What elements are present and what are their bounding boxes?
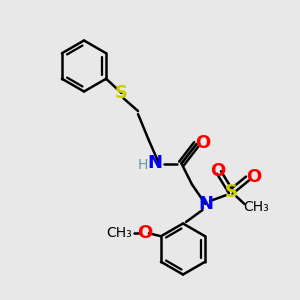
Text: N: N [198,195,213,213]
Text: S: S [115,84,128,102]
Text: O: O [195,134,210,152]
Text: CH₃: CH₃ [106,226,132,240]
Text: H: H [137,158,148,172]
Text: S: S [224,183,238,201]
Text: O: O [137,224,152,242]
Text: CH₃: CH₃ [244,200,269,214]
Text: O: O [210,162,225,180]
Text: O: O [247,168,262,186]
Text: N: N [147,154,162,172]
